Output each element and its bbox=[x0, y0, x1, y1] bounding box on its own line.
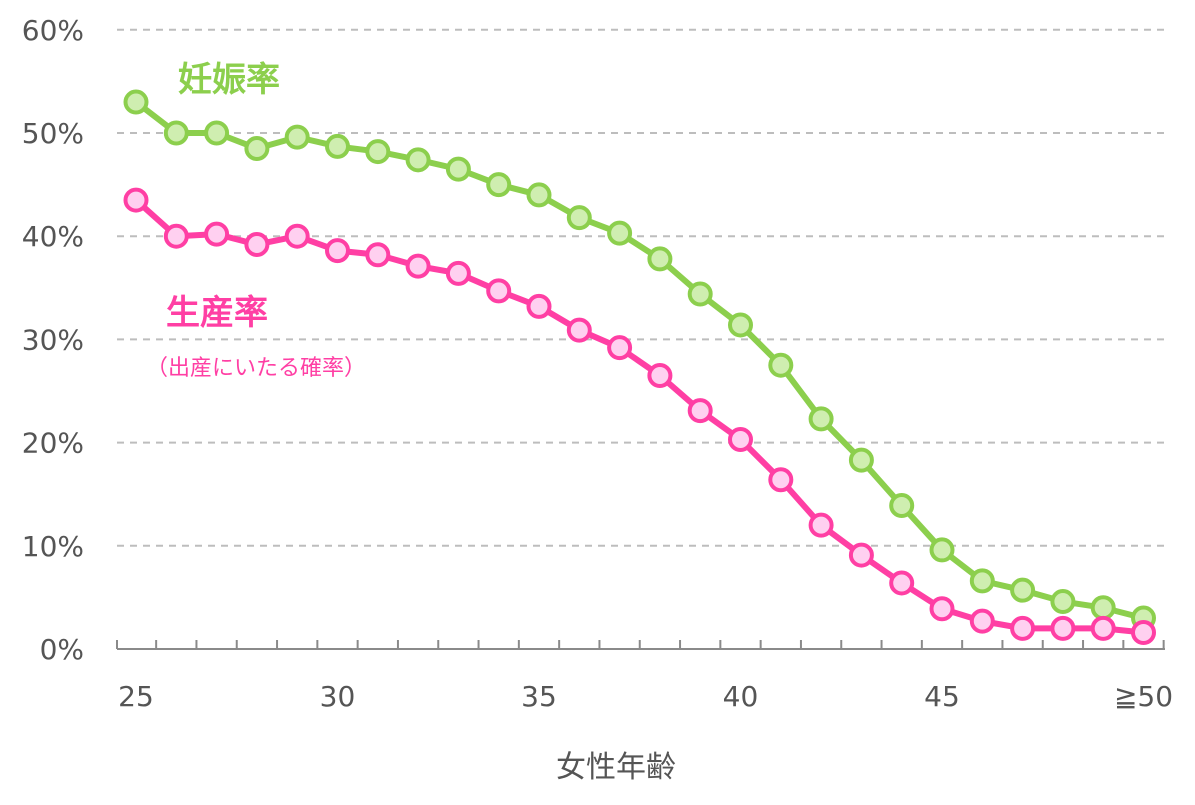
data-point bbox=[566, 205, 592, 231]
data-point bbox=[365, 139, 391, 165]
x-tick-label: 45 bbox=[924, 680, 960, 713]
data-point bbox=[325, 238, 350, 264]
data-point bbox=[445, 156, 471, 182]
data-point bbox=[1050, 615, 1076, 641]
y-tick-label: 40% bbox=[22, 220, 84, 253]
data-point bbox=[123, 89, 149, 115]
y-tick-label: 60% bbox=[22, 14, 84, 47]
data-point bbox=[1010, 615, 1036, 641]
y-axis: 0% 10% 20% 30% 40% 50% 60% bbox=[22, 14, 84, 666]
data-point bbox=[1050, 589, 1076, 615]
data-point bbox=[486, 278, 512, 304]
data-point bbox=[204, 221, 230, 247]
data-point bbox=[808, 406, 834, 432]
data-point bbox=[526, 293, 552, 319]
data-point bbox=[647, 246, 673, 272]
data-point bbox=[405, 253, 431, 279]
data-point bbox=[204, 120, 230, 146]
data-point bbox=[728, 312, 753, 338]
series-line bbox=[133, 197, 1147, 636]
series-label-birth: 生産率 bbox=[166, 293, 268, 333]
x-axis-title: 女性年齢 bbox=[556, 750, 676, 785]
y-tick-label: 0% bbox=[40, 633, 84, 666]
gridlines bbox=[117, 28, 1165, 547]
data-point bbox=[808, 512, 834, 538]
data-point bbox=[687, 398, 713, 424]
x-axis: 25 30 35 40 45 ≧50 bbox=[116, 640, 1173, 713]
series-labels: 妊娠率 生産率 （出産にいたる確率） bbox=[146, 60, 366, 381]
data-point bbox=[929, 537, 955, 563]
data-point bbox=[889, 570, 915, 596]
x-tick-label: ≧50 bbox=[1114, 680, 1173, 713]
data-point bbox=[365, 242, 391, 268]
y-tick-label: 30% bbox=[22, 323, 84, 356]
data-point bbox=[566, 317, 592, 343]
data-point bbox=[607, 220, 633, 246]
data-point bbox=[284, 124, 310, 150]
y-tick-label: 10% bbox=[22, 530, 84, 563]
series-group bbox=[123, 89, 1156, 645]
data-point bbox=[647, 363, 673, 389]
data-point bbox=[889, 493, 915, 519]
data-point bbox=[768, 352, 794, 378]
data-point bbox=[1131, 619, 1156, 645]
data-point bbox=[244, 231, 270, 257]
data-point bbox=[607, 335, 633, 361]
x-tick-label: 35 bbox=[521, 680, 557, 713]
data-point bbox=[163, 120, 189, 146]
data-point bbox=[768, 467, 794, 493]
data-point bbox=[848, 542, 874, 568]
data-point bbox=[687, 281, 713, 307]
data-point bbox=[405, 147, 431, 173]
series-label-pregnancy: 妊娠率 bbox=[178, 60, 280, 100]
data-point bbox=[1090, 615, 1116, 641]
data-point bbox=[445, 260, 471, 286]
x-tick-label: 40 bbox=[723, 680, 759, 713]
data-point bbox=[163, 223, 189, 249]
data-point bbox=[123, 187, 149, 213]
x-tick-label: 25 bbox=[118, 680, 154, 713]
data-point bbox=[969, 608, 995, 634]
data-point bbox=[929, 596, 955, 622]
data-point bbox=[486, 172, 512, 198]
data-point bbox=[244, 135, 270, 161]
series-birth bbox=[123, 187, 1156, 645]
data-point bbox=[526, 182, 552, 208]
data-point bbox=[325, 133, 350, 159]
series-pregnancy bbox=[123, 89, 1156, 631]
data-point bbox=[1090, 595, 1116, 621]
data-point bbox=[1010, 577, 1036, 603]
data-point bbox=[284, 223, 310, 249]
x-tick-label: 30 bbox=[320, 680, 356, 713]
data-point bbox=[728, 427, 753, 453]
data-point bbox=[969, 568, 995, 594]
y-tick-label: 20% bbox=[22, 427, 84, 460]
data-point bbox=[848, 447, 874, 473]
series-sublabel-birth: （出産にいたる確率） bbox=[146, 356, 366, 381]
y-tick-label: 50% bbox=[22, 117, 84, 150]
